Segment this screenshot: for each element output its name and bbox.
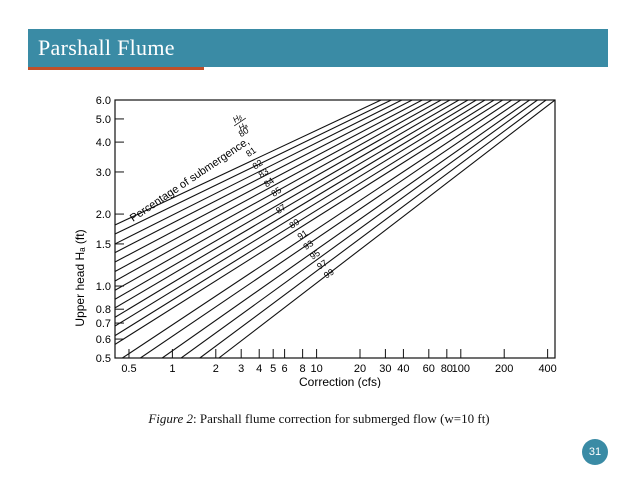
x-tick-label: 0.5 [121,363,136,375]
x-tick-label: 8 [300,363,306,375]
slide-title: Parshall Flume [38,35,175,60]
figure-label: Figure 2 [148,411,194,426]
x-tick-label: 200 [495,363,513,375]
y-tick-label: 0.7 [96,318,111,330]
series-line-86 [115,100,442,282]
x-tick-label: 20 [354,363,366,375]
x-tick-label: 1 [169,363,175,375]
curve-label-84: 84 [262,175,276,189]
slide-title-bar: Parshall Flume [28,29,608,67]
series-line-82 [115,100,403,245]
series-line-91 [115,100,486,327]
ratio-bar [233,117,247,127]
series-line-89 [115,100,469,309]
x-axis-title: Correction (cfs) [299,375,381,388]
x-tick-label: 100 [452,363,470,375]
series-line-88 [115,100,460,300]
figure-caption: Figure 2: Parshall flume correction for … [0,411,638,427]
plot-border [114,99,556,359]
x-tick-label: 3 [238,363,244,375]
figure-caption-text: : Parshall flume correction for submerge… [193,411,490,426]
y-tick-label: 0.5 [96,353,111,365]
y-tick-label: 4.0 [96,137,111,149]
series-line-84 [115,100,423,263]
x-tick-label: 6 [282,363,288,375]
y-tick-label: 1.5 [96,239,111,251]
x-tick-label: 60 [423,363,435,375]
curve-label-97: 97 [315,258,329,272]
curve-label-83: 83 [257,166,271,180]
series-layer [115,100,555,358]
series-line-90 [115,100,477,318]
curve-label-82: 82 [251,157,265,171]
y-axis-ticks: 0.5 0.6 0.7 0.8 1.0 1.5 2.0 3.0 4.0 5.0 6.0 [96,95,124,365]
curve-label-99: 99 [322,267,336,281]
y-tick-label: 3.0 [96,167,111,179]
curve-label-85: 85 [269,185,283,199]
curve-label-80: 80 [237,125,251,139]
x-tick-label: 30 [379,363,391,375]
x-tick-label: 10 [310,363,322,375]
series-line-92 [115,100,495,337]
plot-frame [114,99,556,359]
series-line-96 [161,100,530,358]
x-tick-label: 2 [213,363,219,375]
curve-label-81: 81 [244,145,258,159]
curve-label-93: 93 [301,238,315,252]
series-line-93 [115,100,503,345]
x-tick-label: 400 [538,363,556,375]
curve-label-91: 91 [296,228,310,242]
series-line-81 [115,100,392,235]
submergence-annotation: Percentage of submergence, [128,136,252,225]
series-line-97 [180,100,538,358]
curve-label-95: 95 [308,248,322,262]
x-tick-label: 80 [441,363,453,375]
curve-label-87: 87 [274,202,288,216]
series-line-98 [199,100,547,358]
x-tick-label: 5 [270,363,276,375]
series-line-94 [122,100,512,358]
x-tick-label: 4 [256,363,262,375]
series-line-99 [218,100,555,358]
series-line-87 [115,100,451,291]
series-line-80 [115,100,382,226]
curve-label-89: 89 [287,217,301,231]
y-tick-label: 0.8 [96,304,111,316]
title-underline [28,67,204,70]
y-tick-label: 6.0 [96,95,111,107]
y-tick-label: 1.0 [96,281,111,293]
x-tick-label: 40 [397,363,409,375]
series-line-95 [140,100,521,358]
y-tick-label: 2.0 [96,209,111,221]
y-tick-label: 0.6 [96,334,111,346]
series-line-83 [115,100,413,254]
y-tick-label: 5.0 [96,114,111,126]
y-axis-title: Upper head Hₐ (ft) [73,229,87,326]
slide-number-badge: 31 [582,439,608,465]
series-line-85 [115,100,433,273]
